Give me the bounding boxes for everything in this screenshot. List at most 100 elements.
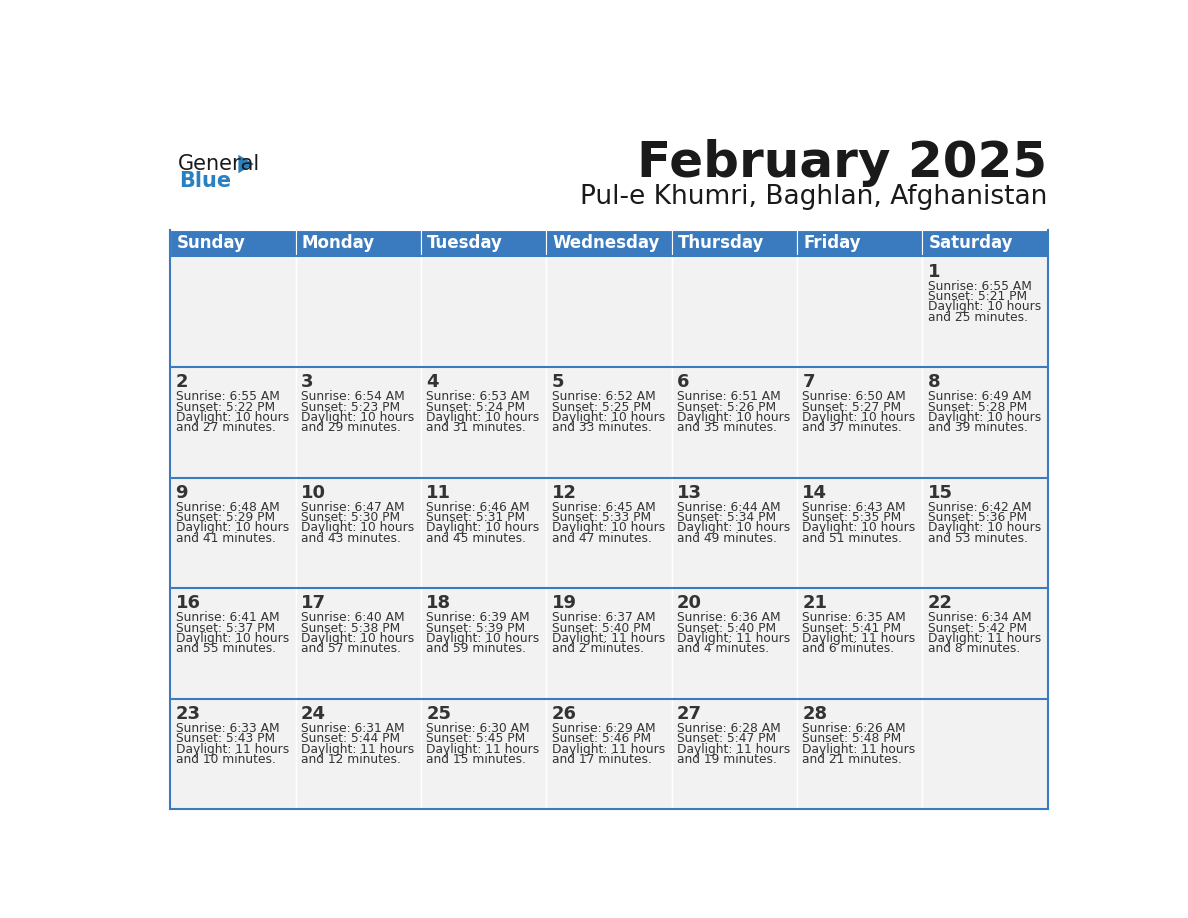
Text: Sunrise: 6:33 AM: Sunrise: 6:33 AM — [176, 722, 279, 734]
Text: Daylight: 10 hours: Daylight: 10 hours — [928, 300, 1041, 313]
Text: Sunrise: 6:41 AM: Sunrise: 6:41 AM — [176, 611, 279, 624]
Text: and 29 minutes.: and 29 minutes. — [301, 421, 400, 434]
Text: Sunrise: 6:26 AM: Sunrise: 6:26 AM — [802, 722, 906, 734]
Text: Daylight: 10 hours: Daylight: 10 hours — [551, 411, 665, 424]
Text: Sunrise: 6:49 AM: Sunrise: 6:49 AM — [928, 390, 1031, 403]
Text: and 41 minutes.: and 41 minutes. — [176, 532, 276, 545]
Text: 4: 4 — [426, 374, 438, 391]
Text: Sunday: Sunday — [176, 234, 245, 252]
Text: Wednesday: Wednesday — [552, 234, 659, 252]
Bar — [546, 477, 671, 588]
Text: Sunrise: 6:29 AM: Sunrise: 6:29 AM — [551, 722, 656, 734]
Bar — [170, 230, 296, 256]
Text: Sunset: 5:47 PM: Sunset: 5:47 PM — [677, 733, 776, 745]
Text: Monday: Monday — [302, 234, 375, 252]
Text: Daylight: 10 hours: Daylight: 10 hours — [301, 411, 415, 424]
Text: Sunset: 5:40 PM: Sunset: 5:40 PM — [551, 621, 651, 634]
Text: Sunset: 5:25 PM: Sunset: 5:25 PM — [551, 400, 651, 413]
Text: Sunrise: 6:51 AM: Sunrise: 6:51 AM — [677, 390, 781, 403]
Text: Sunrise: 6:37 AM: Sunrise: 6:37 AM — [551, 611, 656, 624]
Bar — [797, 477, 922, 588]
Text: Daylight: 11 hours: Daylight: 11 hours — [677, 743, 790, 756]
Text: and 10 minutes.: and 10 minutes. — [176, 753, 276, 766]
Text: Daylight: 10 hours: Daylight: 10 hours — [301, 633, 415, 645]
Text: 26: 26 — [551, 705, 576, 722]
Text: Daylight: 10 hours: Daylight: 10 hours — [928, 521, 1041, 534]
Text: 3: 3 — [301, 374, 314, 391]
Bar — [296, 367, 421, 477]
Text: and 15 minutes.: and 15 minutes. — [426, 753, 526, 766]
Text: General: General — [178, 154, 260, 174]
Text: Daylight: 10 hours: Daylight: 10 hours — [928, 411, 1041, 424]
Text: and 35 minutes.: and 35 minutes. — [677, 421, 777, 434]
Text: Sunset: 5:40 PM: Sunset: 5:40 PM — [677, 621, 776, 634]
Text: Tuesday: Tuesday — [426, 234, 503, 252]
Bar — [170, 477, 296, 588]
Text: 20: 20 — [677, 594, 702, 612]
Text: and 49 minutes.: and 49 minutes. — [677, 532, 777, 545]
Text: and 21 minutes.: and 21 minutes. — [802, 753, 902, 766]
Text: Friday: Friday — [803, 234, 860, 252]
Bar — [671, 230, 797, 256]
Bar — [296, 588, 421, 699]
Bar — [797, 367, 922, 477]
Text: Sunset: 5:35 PM: Sunset: 5:35 PM — [802, 511, 902, 524]
Text: and 8 minutes.: and 8 minutes. — [928, 643, 1019, 655]
Text: and 45 minutes.: and 45 minutes. — [426, 532, 526, 545]
Text: Sunset: 5:24 PM: Sunset: 5:24 PM — [426, 400, 525, 413]
Bar — [922, 256, 1048, 367]
Text: and 55 minutes.: and 55 minutes. — [176, 643, 276, 655]
Text: Daylight: 10 hours: Daylight: 10 hours — [426, 633, 539, 645]
Text: Sunset: 5:43 PM: Sunset: 5:43 PM — [176, 733, 274, 745]
Text: 23: 23 — [176, 705, 201, 722]
Bar — [797, 230, 922, 256]
Bar — [546, 256, 671, 367]
Bar — [922, 477, 1048, 588]
Text: Sunrise: 6:44 AM: Sunrise: 6:44 AM — [677, 500, 781, 514]
Bar — [421, 367, 546, 477]
Text: Sunset: 5:34 PM: Sunset: 5:34 PM — [677, 511, 776, 524]
Bar — [546, 230, 671, 256]
Bar — [546, 367, 671, 477]
Text: Sunrise: 6:45 AM: Sunrise: 6:45 AM — [551, 500, 656, 514]
Text: 5: 5 — [551, 374, 564, 391]
Bar — [671, 477, 797, 588]
Text: Daylight: 11 hours: Daylight: 11 hours — [677, 633, 790, 645]
Text: 21: 21 — [802, 594, 827, 612]
Text: and 4 minutes.: and 4 minutes. — [677, 643, 769, 655]
Text: 6: 6 — [677, 374, 689, 391]
Text: Sunset: 5:45 PM: Sunset: 5:45 PM — [426, 733, 525, 745]
Text: Sunset: 5:42 PM: Sunset: 5:42 PM — [928, 621, 1026, 634]
Text: and 25 minutes.: and 25 minutes. — [928, 311, 1028, 324]
Text: Sunset: 5:23 PM: Sunset: 5:23 PM — [301, 400, 400, 413]
Text: Sunset: 5:26 PM: Sunset: 5:26 PM — [677, 400, 776, 413]
Text: Daylight: 10 hours: Daylight: 10 hours — [301, 521, 415, 534]
Text: Sunrise: 6:54 AM: Sunrise: 6:54 AM — [301, 390, 405, 403]
Bar — [671, 256, 797, 367]
Text: Sunset: 5:27 PM: Sunset: 5:27 PM — [802, 400, 902, 413]
Text: and 39 minutes.: and 39 minutes. — [928, 421, 1028, 434]
Text: 19: 19 — [551, 594, 576, 612]
Bar — [671, 367, 797, 477]
Text: Saturday: Saturday — [928, 234, 1013, 252]
Text: Pul-e Khumri, Baghlan, Afghanistan: Pul-e Khumri, Baghlan, Afghanistan — [580, 185, 1048, 210]
Text: Sunset: 5:33 PM: Sunset: 5:33 PM — [551, 511, 651, 524]
Text: 2: 2 — [176, 374, 188, 391]
Text: and 53 minutes.: and 53 minutes. — [928, 532, 1028, 545]
Bar — [296, 477, 421, 588]
Text: and 57 minutes.: and 57 minutes. — [301, 643, 402, 655]
Bar — [922, 230, 1048, 256]
Text: 25: 25 — [426, 705, 451, 722]
Text: Sunrise: 6:39 AM: Sunrise: 6:39 AM — [426, 611, 530, 624]
Bar — [546, 699, 671, 810]
Text: 28: 28 — [802, 705, 827, 722]
Text: and 17 minutes.: and 17 minutes. — [551, 753, 651, 766]
Text: 27: 27 — [677, 705, 702, 722]
Text: and 27 minutes.: and 27 minutes. — [176, 421, 276, 434]
Text: 12: 12 — [551, 484, 576, 502]
Text: Sunrise: 6:36 AM: Sunrise: 6:36 AM — [677, 611, 781, 624]
Text: Daylight: 10 hours: Daylight: 10 hours — [802, 411, 916, 424]
Bar — [421, 477, 546, 588]
Text: Daylight: 10 hours: Daylight: 10 hours — [677, 521, 790, 534]
Text: Sunrise: 6:30 AM: Sunrise: 6:30 AM — [426, 722, 530, 734]
